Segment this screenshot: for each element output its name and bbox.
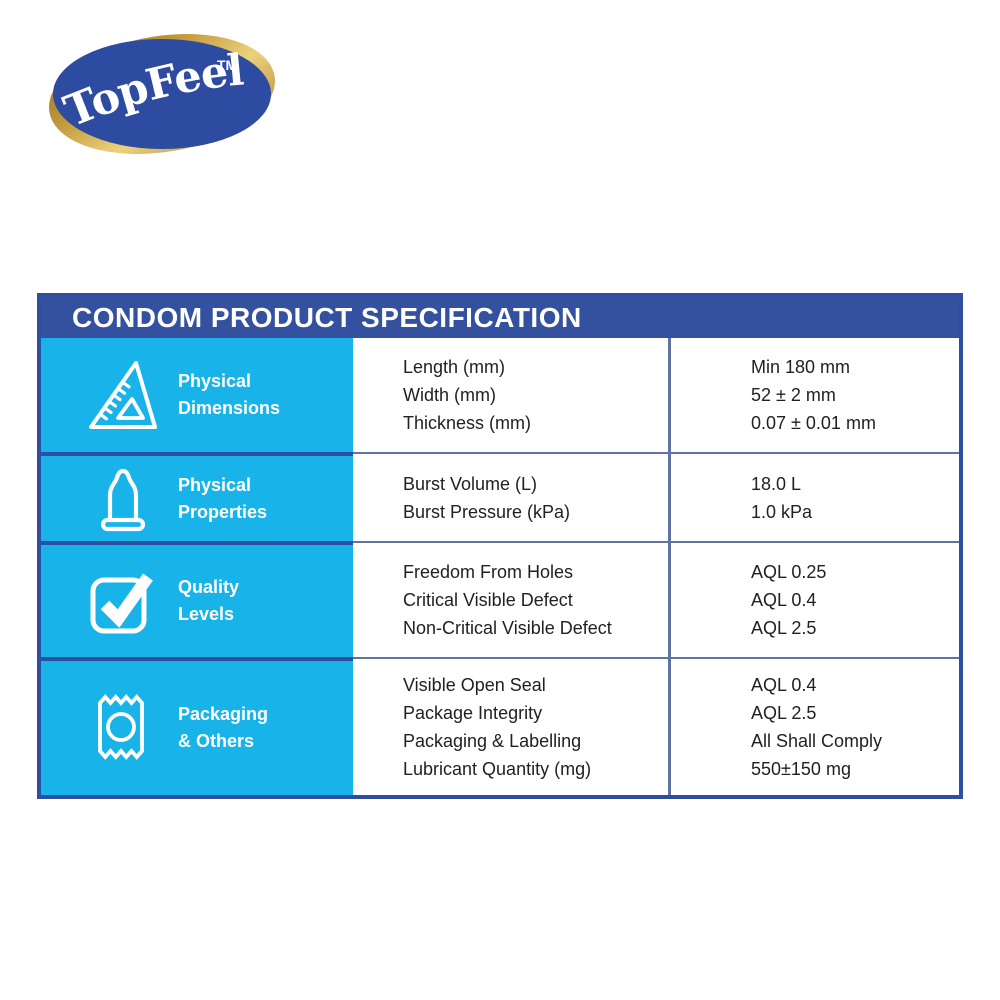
category-label: Physical Dimensions <box>178 368 280 422</box>
condom-wrapper-icon <box>85 690 161 766</box>
category-cell: Physical Dimensions <box>41 338 353 452</box>
table-title: CONDOM PRODUCT SPECIFICATION <box>41 297 959 338</box>
spec-column-cell: Freedom From Holes Critical Visible Defec… <box>353 541 668 657</box>
spec-label: Burst Volume (L) <box>403 473 538 494</box>
value-column-cell: AQL 0.25 AQL 0.4 AQL 2.5 <box>668 541 959 657</box>
set-square-icon <box>85 357 161 433</box>
category-label: Quality Levels <box>178 574 239 628</box>
category-label-line: Levels <box>178 604 235 624</box>
spec-column-cell: Visible Open Seal Package Integrity Packag… <box>353 657 668 795</box>
category-cell: Quality Levels <box>41 541 353 657</box>
value-column-cell: 18.0 L 1.0 kPa <box>668 452 959 541</box>
spec-label: Lubricant Quantity (mg) <box>403 759 592 779</box>
spec-label: Length (mm) <box>403 357 506 377</box>
spec-value: 0.07 ± 0.01 mm <box>751 413 876 433</box>
spec-label: Non-Critical Visible Defect <box>403 618 612 638</box>
category-cell: Physical Properties <box>41 452 353 541</box>
spec-table: CONDOM PRODUCT SPECIFICATION Physical Dim… <box>37 293 963 799</box>
category-label: Packaging & Others <box>178 701 268 755</box>
spec-value: AQL 0.4 <box>751 675 817 695</box>
spec-column-cell: Length (mm) Width (mm) Thickness (mm) <box>353 338 668 452</box>
spec-label: Width (mm) <box>403 385 496 405</box>
spec-label: Burst Pressure (kPa) <box>403 501 571 522</box>
spec-column-cell: Burst Volume (L) Burst Pressure (kPa) <box>353 452 668 541</box>
value-column-cell: AQL 0.4 AQL 2.5 All Shall Comply 550±150 mg <box>668 657 959 795</box>
category-label: Physical Properties <box>178 472 267 526</box>
spec-value: 550±150 mg <box>751 759 851 779</box>
logo-ellipse <box>53 39 271 149</box>
spec-value: AQL 0.4 <box>751 590 817 610</box>
spec-value: AQL 2.5 <box>751 703 817 723</box>
checkbox-check-icon <box>85 563 161 639</box>
table-row: Quality Levels Freedom From Holes Critical… <box>41 541 959 657</box>
spec-label: Freedom From Holes <box>403 562 574 582</box>
table-body: Physical Dimensions Length (mm) Width (mm)… <box>41 338 959 795</box>
value-column-cell: Min 180 mm 52 ± 2 mm 0.07 ± 0.01 mm <box>668 338 959 452</box>
category-label-line: Properties <box>178 501 268 522</box>
spec-label: Packaging & Labelling <box>403 731 582 751</box>
spec-value: 1.0 kPa <box>751 501 813 522</box>
spec-value: AQL 0.25 <box>751 562 827 582</box>
table-row: Packaging & Others Visible Open Seal Packa… <box>41 657 959 795</box>
table-row: Physical Dimensions Length (mm) Width (mm)… <box>41 338 959 452</box>
table-row: Physical Properties Burst Volume (L) Burst… <box>41 452 959 541</box>
category-label-line: Packaging <box>178 704 269 724</box>
spec-label: Visible Open Seal <box>403 675 546 695</box>
category-label-line: Quality <box>178 577 240 597</box>
category-label-line: Physical <box>178 371 252 391</box>
spec-label: Thickness (mm) <box>403 413 532 433</box>
condom-icon <box>85 461 161 537</box>
spec-label: Critical Visible Defect <box>403 590 573 610</box>
spec-value: 18.0 L <box>751 473 802 494</box>
category-label-line: Dimensions <box>178 398 281 418</box>
spec-label: Package Integrity <box>403 703 543 723</box>
category-label-line: Physical <box>178 474 252 495</box>
category-label-line: & Others <box>178 731 255 751</box>
spec-value: All Shall Comply <box>751 731 883 751</box>
trademark-symbol: TM <box>217 57 237 73</box>
spec-value: AQL 2.5 <box>751 618 817 638</box>
brand-logo: TopFeel TM <box>44 28 282 162</box>
spec-value: 52 ± 2 mm <box>751 385 836 405</box>
spec-value: Min 180 mm <box>751 357 851 377</box>
category-cell: Packaging & Others <box>41 657 353 795</box>
